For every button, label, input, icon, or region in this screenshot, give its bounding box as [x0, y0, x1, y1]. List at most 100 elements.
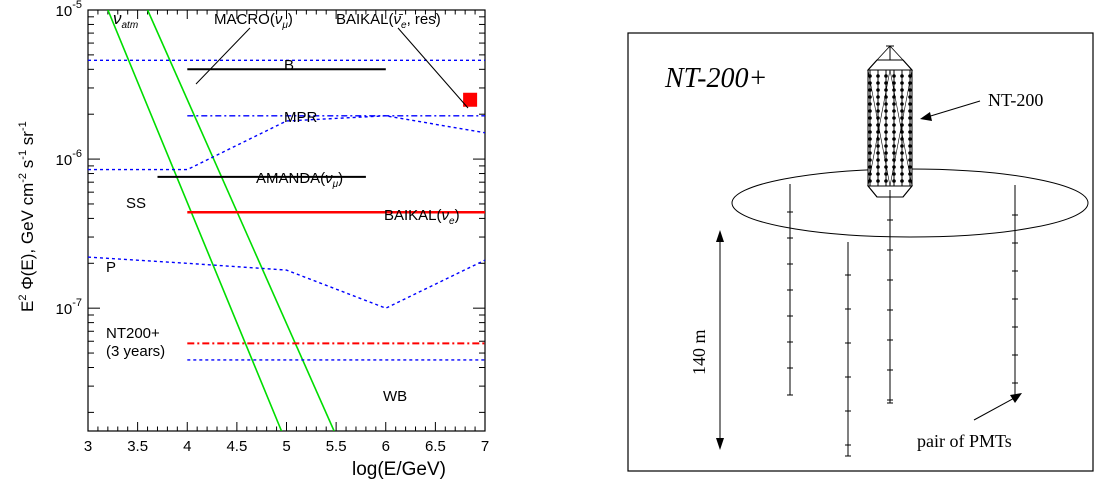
tower-pmt	[876, 88, 880, 92]
tower-pmt	[884, 88, 888, 92]
tower-pmt	[868, 151, 872, 155]
mpr-label: MPR	[284, 109, 318, 126]
tower-pmt	[900, 137, 904, 141]
series-4-line	[88, 115, 485, 171]
tower-pmt	[908, 102, 912, 106]
tower-pmt	[892, 144, 896, 148]
tower-pmt	[876, 144, 880, 148]
tower-pmt	[876, 130, 880, 134]
tower-pmt	[884, 172, 888, 176]
tower-pmt	[892, 74, 896, 78]
tower-pmt	[868, 102, 872, 106]
tower-strings	[868, 70, 912, 186]
macro-leader	[195, 27, 251, 85]
macro-label: MACRO(νμ)	[214, 11, 293, 31]
tower-pmt	[900, 88, 904, 92]
tower-pmt	[908, 95, 912, 99]
tower-pmt	[884, 102, 888, 106]
x-tick-label: 3	[84, 438, 92, 455]
point-0-marker	[463, 92, 478, 107]
tower-pmt	[900, 74, 904, 78]
tick-labels: 3 3.5 4 4.5 5 5.5 6 6.5 7 10-7 10-6 10-5	[56, 0, 490, 455]
tower-pmt	[900, 102, 904, 106]
tower-pmt	[908, 116, 912, 120]
tower-pmt	[876, 158, 880, 162]
tower-pmt	[892, 123, 896, 127]
tower-pmt	[876, 109, 880, 113]
x-tick-label: 6.5	[425, 438, 446, 455]
tower-pmt	[892, 165, 896, 169]
tower-pmt	[868, 109, 872, 113]
height-label: 140 m	[689, 329, 709, 375]
series-0-line	[107, 10, 283, 431]
tower-pmt	[868, 144, 872, 148]
tower-pmt	[868, 137, 872, 141]
tower-pmt	[908, 88, 912, 92]
tower-pmt	[868, 74, 872, 78]
tower-pmt	[900, 165, 904, 169]
tower-pmt	[900, 179, 904, 183]
tower-pmt	[868, 179, 872, 183]
tower-pmt	[884, 158, 888, 162]
tower-pmt	[884, 130, 888, 134]
tower-pmt	[892, 172, 896, 176]
tower-pmt	[868, 158, 872, 162]
nt200plus-label-1: NT200+	[106, 325, 160, 342]
nt200plus-diagram: NT-200+ NT-200 140 m pair of PMTs	[627, 32, 1094, 472]
height-arrow-top	[716, 230, 724, 242]
x-tick-label: 7	[481, 438, 489, 455]
x-tick-label: 4	[183, 438, 191, 455]
tower-pmt	[900, 144, 904, 148]
tower-pmt	[876, 95, 880, 99]
tower-pmt	[900, 151, 904, 155]
x-tick-label: 5	[282, 438, 290, 455]
nt200plus-label-2: (3 years)	[106, 343, 165, 360]
tower-pmt	[868, 165, 872, 169]
x-tick-label: 4.5	[226, 438, 247, 455]
tower-pmt	[900, 109, 904, 113]
tower-pmt	[868, 172, 872, 176]
tower-pmt	[908, 172, 912, 176]
x-axis-title: log(E/GeV)	[352, 459, 446, 480]
p-label: P	[106, 259, 116, 276]
nt200-label: NT-200	[988, 90, 1043, 110]
baikal-e-label: BAIKAL(νe)	[384, 207, 460, 227]
tower-pmt	[908, 144, 912, 148]
tower-pmt	[876, 151, 880, 155]
tower-pmt	[908, 109, 912, 113]
tower-pmt	[876, 165, 880, 169]
baikal-res-leader	[397, 27, 469, 109]
y-axis-title: E2 Φ(E), GeV cm-2 s-1 sr-1	[17, 121, 37, 312]
tower-pmt	[908, 158, 912, 162]
tower-pmt	[884, 123, 888, 127]
tower-pmt	[900, 130, 904, 134]
nu-atm-label: νatm	[113, 9, 138, 31]
wb-label: WB	[383, 388, 407, 405]
diagram-frame	[627, 32, 1094, 472]
tower-pmt	[900, 123, 904, 127]
tower-pmt	[892, 109, 896, 113]
points-layer	[463, 92, 478, 107]
tower-pmt	[892, 95, 896, 99]
tower-pmt	[884, 109, 888, 113]
tower-pmt	[884, 81, 888, 85]
tower-pmt	[868, 123, 872, 127]
tower-pmt	[908, 151, 912, 155]
tower-pmt	[900, 116, 904, 120]
nt200-arrowhead	[920, 112, 932, 121]
tower-pmt	[908, 81, 912, 85]
height-arrow-bottom	[716, 438, 724, 450]
outer-strings	[787, 184, 1018, 457]
tower-pmt	[876, 102, 880, 106]
tower-pmt	[908, 130, 912, 134]
tower-pmt	[892, 137, 896, 141]
b-label: B	[284, 57, 294, 74]
tower-pmt	[884, 151, 888, 155]
diagram-title: NT-200+	[664, 63, 767, 94]
tower-pmt	[884, 116, 888, 120]
tower-pmt	[900, 158, 904, 162]
tower-pmt	[884, 74, 888, 78]
tower-pmt	[868, 116, 872, 120]
tower-pmt	[876, 116, 880, 120]
nt200-pointer	[923, 100, 981, 119]
